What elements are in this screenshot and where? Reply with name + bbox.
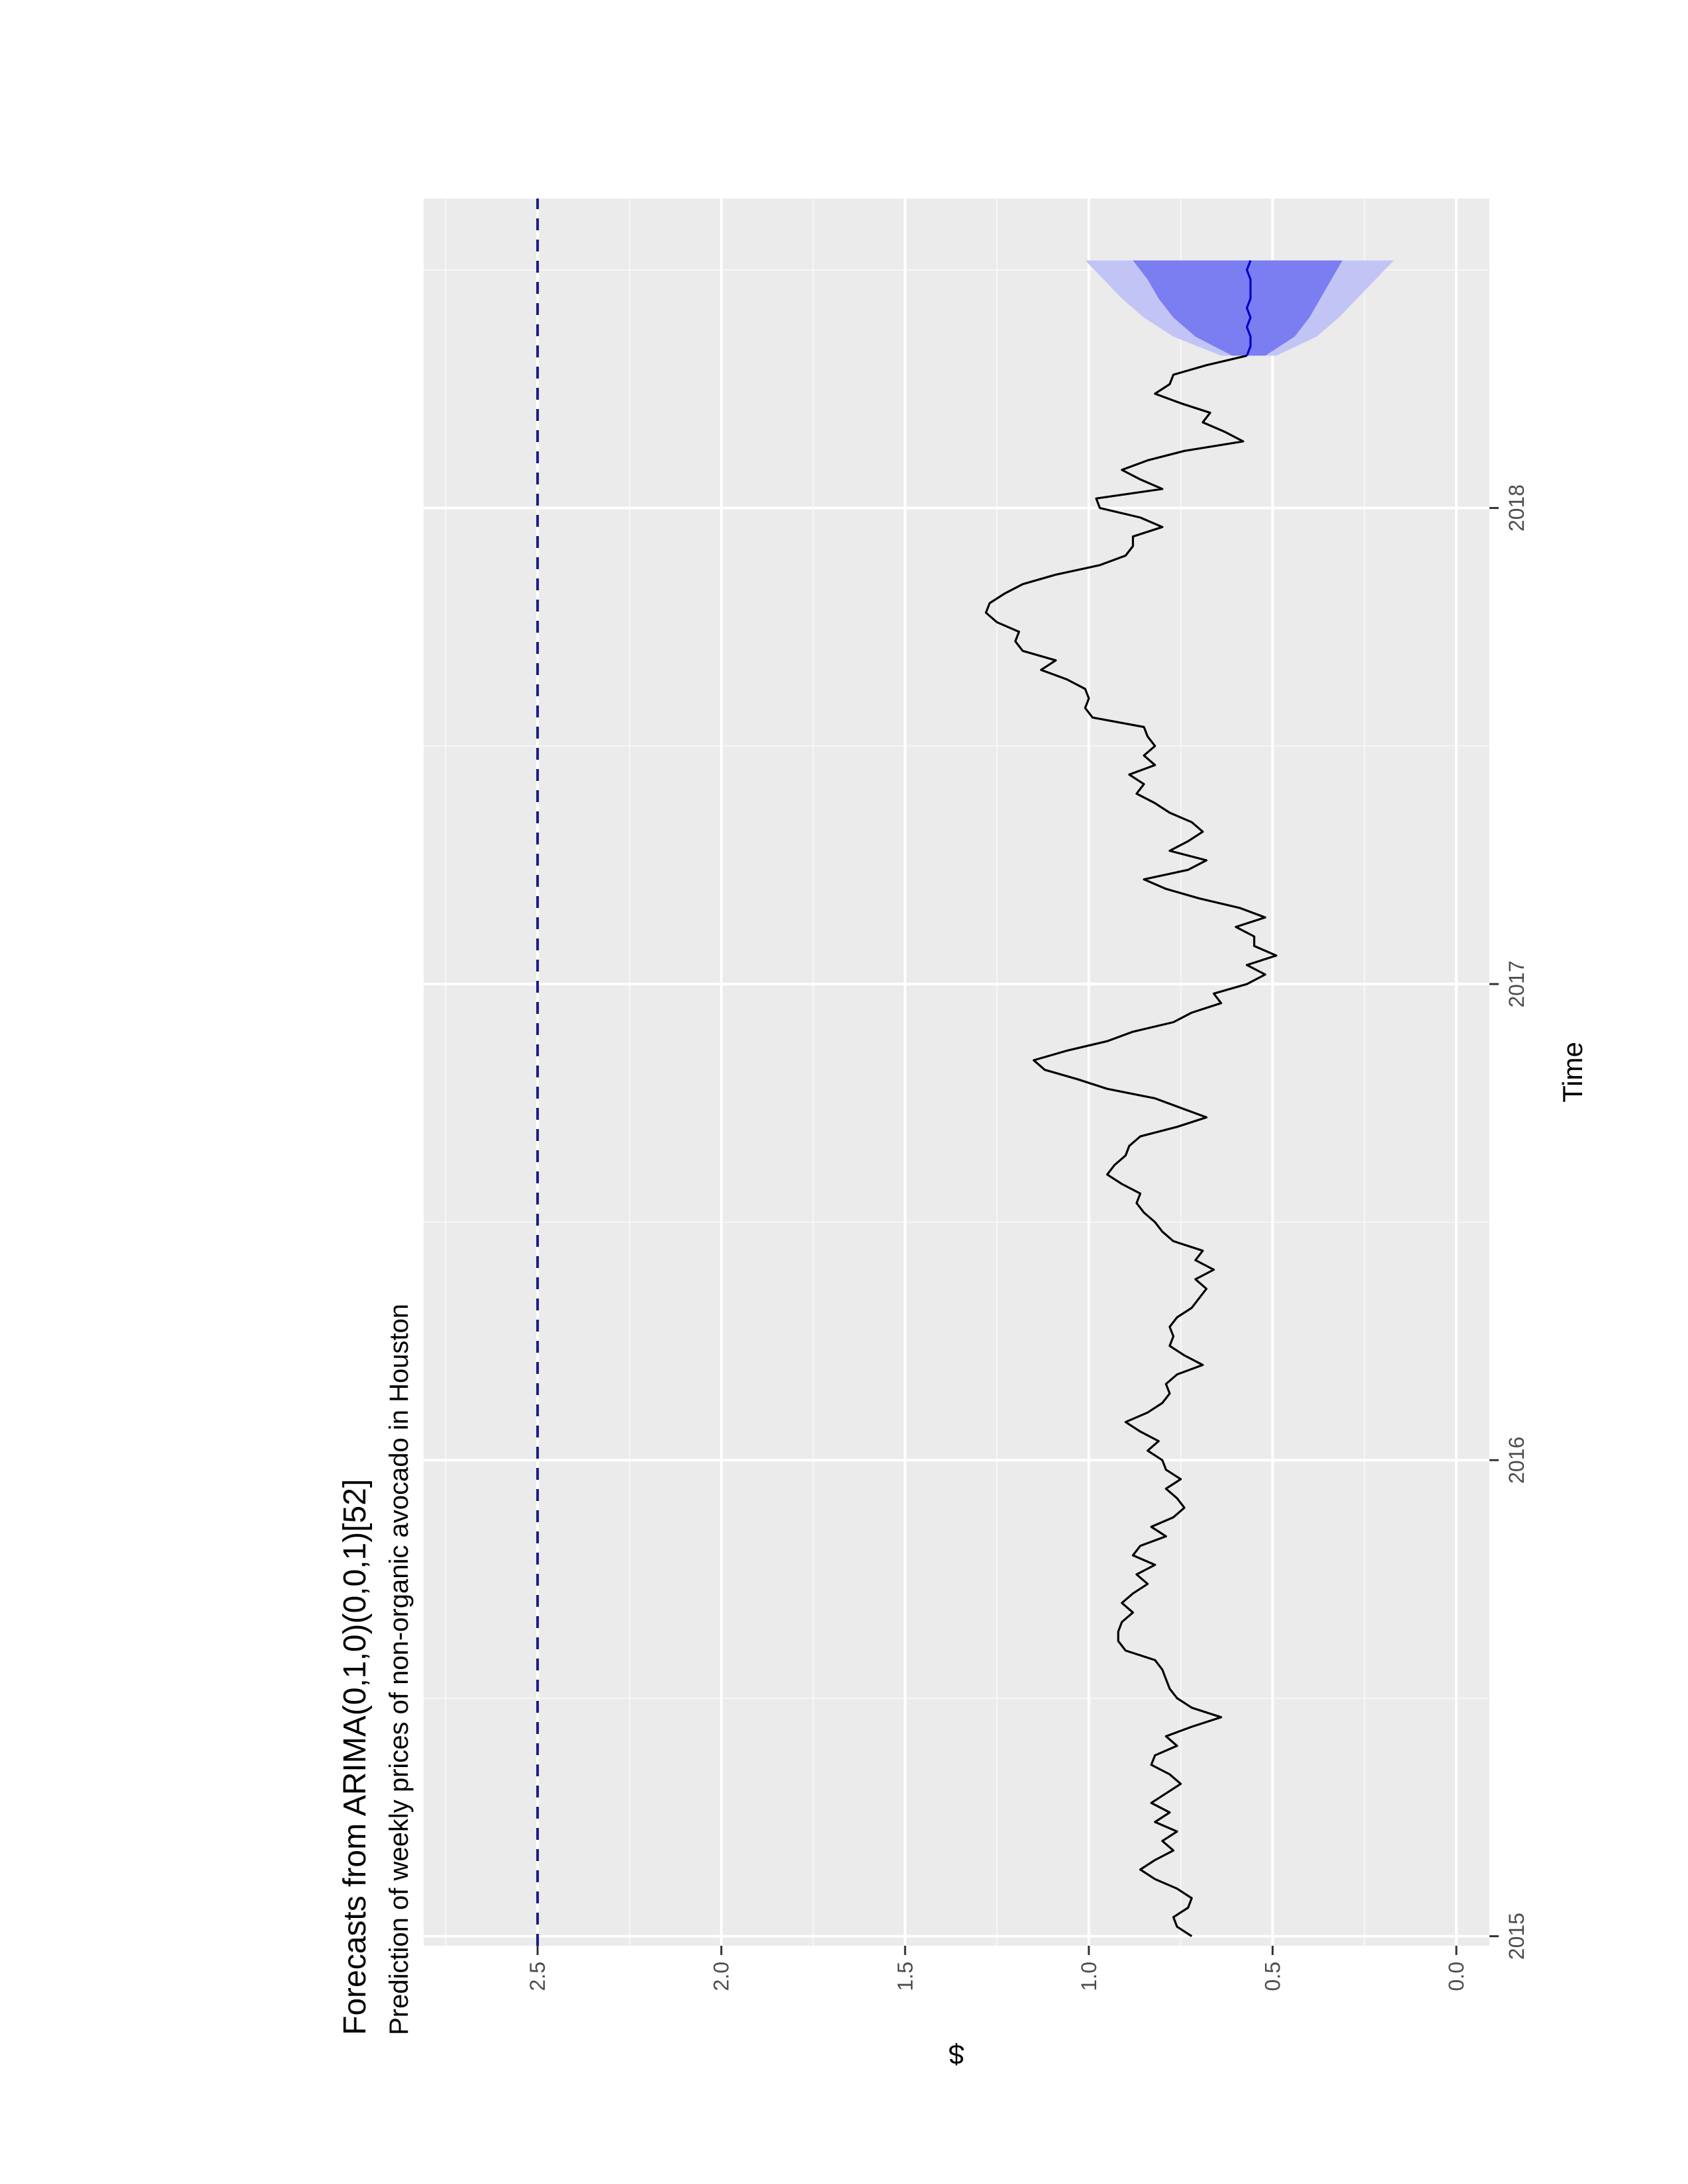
forecast-intervals <box>1085 260 1394 356</box>
y-tick-label: 1.0 <box>1077 1962 1101 1991</box>
plot-panel <box>424 199 1489 1946</box>
y-tick-label: 2.0 <box>710 1962 733 1991</box>
axis-ticks <box>536 507 1499 1955</box>
y-tick-label: 1.5 <box>893 1962 917 1991</box>
interval-band-80pct <box>1133 260 1342 356</box>
series-line-forecast <box>1245 259 1252 356</box>
x-tick-label: 2017 <box>1505 960 1528 1007</box>
series-line-observed <box>984 354 1278 1937</box>
y-tick-label: 0.5 <box>1260 1962 1284 1991</box>
chart-subtitle: Prediction of weekly prices of non-organ… <box>385 1304 414 2035</box>
axis-tick-labels: 2015 2016 2017 2018 0.0 0.5 1.0 1.5 2.0 2.5 <box>526 484 1528 1991</box>
x-tick-label: 2016 <box>1505 1437 1528 1484</box>
chart-title: Forecasts from ARIMA(0,1,0)(0,0,1)[52] <box>338 1479 373 2035</box>
y-axis-label: $ <box>949 2039 964 2070</box>
rotated-plot-group: 2015 2016 2017 2018 0.0 0.5 1.0 1.5 2.0 2.5 Forec… <box>338 199 1588 2070</box>
x-tick-label: 2018 <box>1505 484 1528 531</box>
major-gridlines <box>424 199 1489 1946</box>
y-tick-label: 0.0 <box>1444 1962 1468 1991</box>
y-tick-label: 2.5 <box>526 1962 549 1991</box>
x-tick-label: 2015 <box>1505 1913 1528 1960</box>
series-lines <box>984 259 1278 1937</box>
minor-gridlines <box>424 199 1489 1946</box>
x-axis-label: Time <box>1557 1042 1588 1103</box>
